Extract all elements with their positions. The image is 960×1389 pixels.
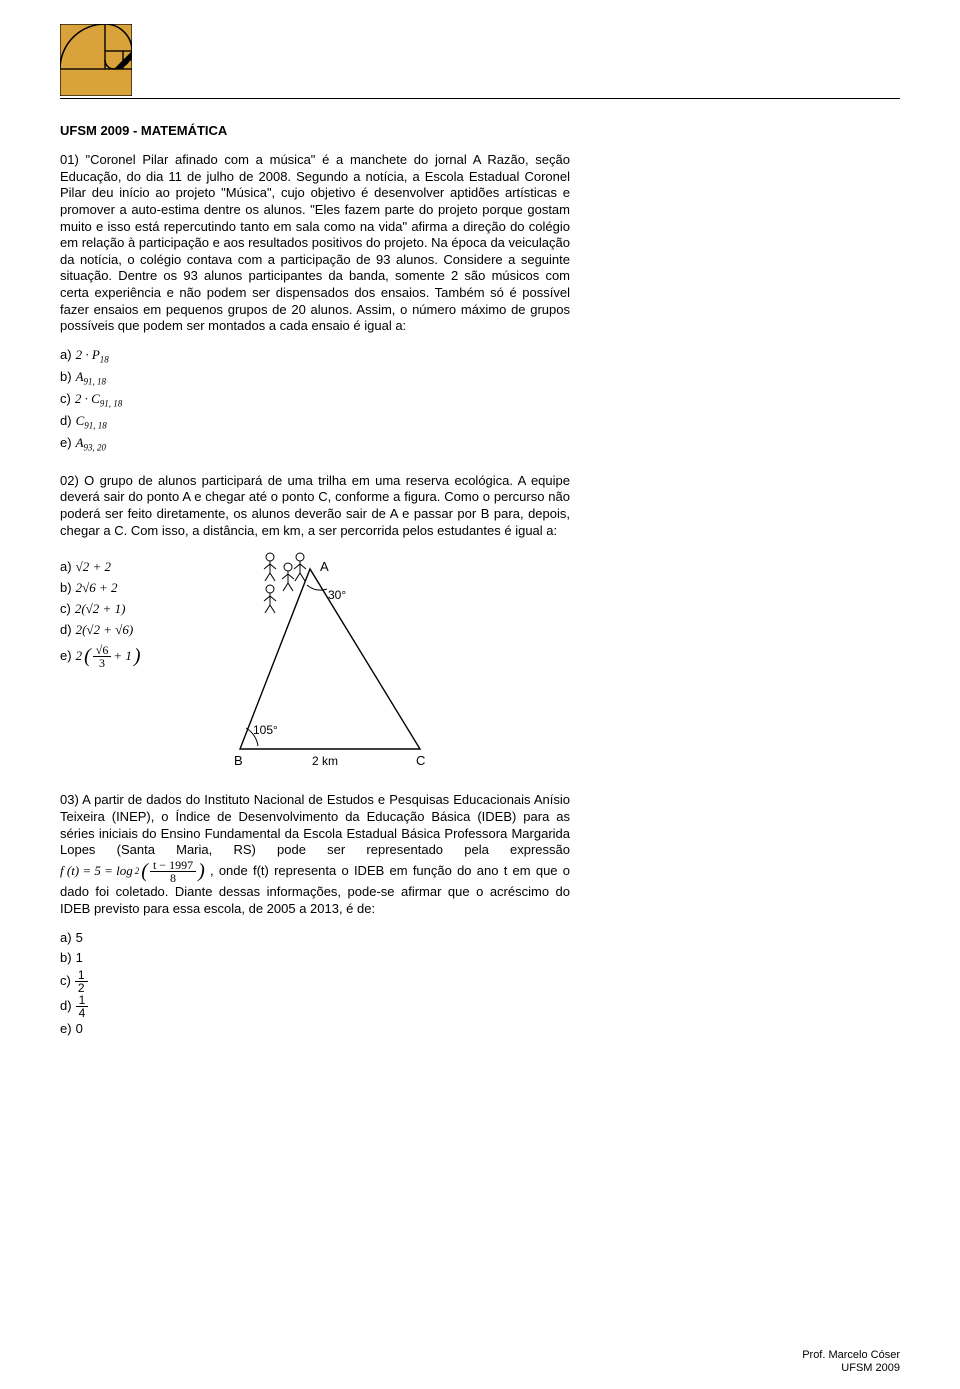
q1-options: a) 2 · P18 b) A91, 18 c) 2 · C91, 18 d) … (60, 345, 570, 455)
footer-author: Prof. Marcelo Cóser (802, 1349, 900, 1362)
q2-opt-e: e) 2 ( √6 3 + 1 ) (60, 640, 170, 672)
q1-opt-b: b) A91, 18 (60, 367, 570, 389)
q3-opt-a: a) 5 (60, 928, 570, 949)
q1-opt-e: e) A93, 20 (60, 433, 570, 455)
q2-opt-c: c) 2(√2 + 1) (60, 599, 170, 620)
content-column: UFSM 2009 - MATEMÁTICA 01) "Coronel Pila… (60, 123, 570, 1040)
q1-opt-c: c) 2 · C91, 18 (60, 389, 570, 411)
q2-opt-b: b) 2√6 + 2 (60, 578, 170, 599)
q3-options: a) 5 b) 1 c) 1 2 d) 1 4 (60, 928, 570, 1040)
page-header (60, 24, 900, 99)
label-C: C (416, 753, 425, 768)
angle-bottom: 105° (253, 723, 278, 737)
dist-bc: 2 km (312, 754, 338, 768)
label-A: A (320, 559, 329, 574)
q1-opt-a: a) 2 · P18 (60, 345, 570, 367)
q2-figure: A B C 30° 105° 2 km (200, 549, 460, 782)
q3-text: 03) A partir de dados do Instituto Nacio… (60, 792, 570, 917)
footer-exam: UFSM 2009 (802, 1362, 900, 1375)
fibonacci-logo (60, 24, 132, 96)
q3-opt-b: b) 1 (60, 948, 570, 969)
q1-text: 01) "Coronel Pilar afinado com a música"… (60, 152, 570, 335)
angle-top: 30° (328, 588, 346, 602)
q2-text: 02) O grupo de alunos participará de uma… (60, 473, 570, 540)
q3-opt-d: d) 1 4 (60, 994, 570, 1019)
q3-opt-e: e) 0 (60, 1019, 570, 1040)
exam-title: UFSM 2009 - MATEMÁTICA (60, 123, 570, 138)
page-footer: Prof. Marcelo Cóser UFSM 2009 (802, 1349, 900, 1375)
label-B: B (234, 753, 243, 768)
q2-opt-d: d) 2(√2 + √6) (60, 620, 170, 641)
q3-opt-c: c) 1 2 (60, 969, 570, 994)
q2-options: a) √2 + 2 b) 2√6 + 2 c) 2(√2 + 1) d) 2(√… (60, 557, 170, 672)
q1-opt-d: d) C91, 18 (60, 411, 570, 433)
q2-opt-a: a) √2 + 2 (60, 557, 170, 578)
